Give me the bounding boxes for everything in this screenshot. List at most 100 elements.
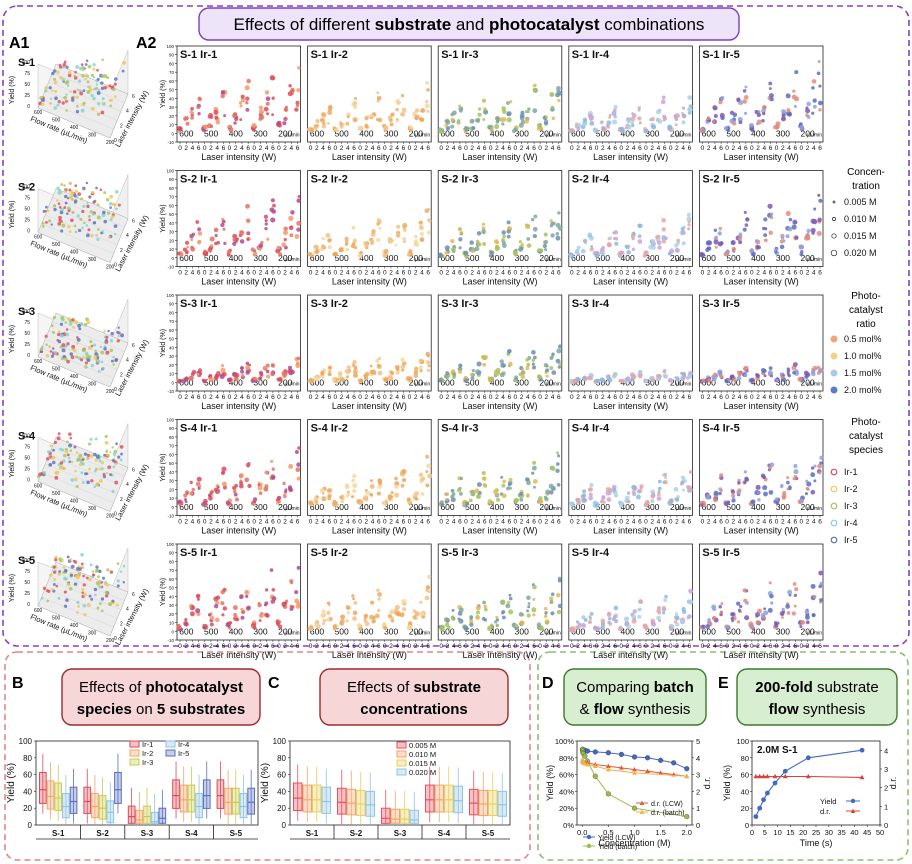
a1-point [108, 84, 112, 88]
a2-xtick-label: 6 [328, 145, 332, 152]
a2-flow-unit: µL/min [676, 506, 691, 512]
box-category-label: S-1 [52, 829, 65, 838]
a2-point [281, 242, 287, 248]
a2-point [519, 491, 524, 496]
a2-point [518, 240, 522, 244]
a2-xtick-label: 4 [477, 270, 481, 277]
a1-point [96, 203, 100, 207]
a2-point [358, 626, 363, 632]
a2-point [266, 112, 270, 116]
a2-point [191, 605, 195, 609]
a1-point [95, 233, 99, 237]
a2-point [608, 113, 612, 117]
a2-point [309, 252, 313, 256]
a2-point [661, 239, 667, 244]
a1-point [96, 359, 101, 364]
a2-point [619, 501, 625, 506]
a2-point [291, 605, 295, 609]
a2-xtick-label: 4 [607, 519, 611, 526]
a2-xtick-label: 0 [538, 270, 542, 277]
a2-point [620, 379, 624, 384]
a2-point [792, 362, 798, 367]
a2-point [791, 611, 797, 616]
header-title-box: Effects of different substrate and photo… [198, 7, 740, 41]
a2-point [257, 602, 262, 608]
a2-point [718, 226, 722, 231]
a1-point [120, 333, 125, 338]
a2-point [626, 499, 631, 504]
a1-point [77, 572, 82, 577]
box-b-legend-swatch [129, 758, 140, 766]
a2-point [213, 596, 219, 602]
a2-point [763, 238, 768, 243]
a2-point [282, 230, 289, 236]
a2-point [507, 480, 513, 486]
a2-xtick-label: 4 [812, 270, 816, 277]
a2-point [589, 376, 593, 381]
a1-point [78, 327, 82, 331]
a2-xtick-label: 6 [532, 519, 536, 526]
a2-xtick-label: 0 [277, 145, 281, 152]
a2-point [426, 88, 430, 92]
a1-point [46, 450, 51, 454]
panel-d-point [605, 763, 611, 768]
a2-subplot-label: S-2 Ir-1 [180, 174, 217, 186]
a2-point [477, 107, 482, 111]
a2-point [258, 370, 264, 376]
a1-point [74, 70, 77, 74]
a2-xtick-label: 2 [283, 519, 287, 526]
a2-point [680, 480, 685, 485]
a2-ytick-label: 10 [169, 621, 175, 626]
a2-point [768, 230, 773, 236]
a2-point [425, 360, 431, 365]
a1-point [38, 101, 42, 106]
a2-xtick-label: 2 [545, 270, 549, 277]
a1-point [109, 570, 114, 574]
a2-point [244, 85, 250, 91]
box-ytick-label: 100 [273, 737, 287, 746]
a2-xtick-label: 0 [538, 519, 542, 526]
a2-ytick-label: 20 [169, 114, 175, 119]
panel-e-ytick-label: 20 [741, 804, 749, 813]
a2-point [297, 195, 301, 199]
a2-ytick-label: -10 [167, 265, 174, 270]
a2-point [413, 242, 418, 247]
a1-point [116, 579, 120, 583]
a2-point [244, 477, 250, 483]
a2-xtick-label: 6 [222, 394, 226, 401]
a2-point [631, 374, 637, 379]
legend-conc-label: 0.020 M [844, 248, 877, 258]
a2-point [177, 251, 181, 256]
a1-point [94, 349, 97, 353]
a2-point [377, 370, 383, 376]
a2-point [438, 129, 443, 134]
a2-point [805, 108, 811, 114]
a2-xtick-label: 4 [713, 519, 717, 526]
a2-point [526, 595, 531, 601]
a1-point [74, 184, 78, 188]
a2-flow-group-label: 500 [335, 128, 349, 138]
a2-point [688, 470, 693, 474]
a2-point [220, 93, 225, 99]
a2-point [412, 111, 417, 116]
a2-point [550, 611, 555, 616]
a1-point [58, 465, 63, 470]
a2-point [335, 377, 339, 381]
a2-point [608, 236, 613, 241]
a1-point [92, 96, 96, 101]
a2-point [737, 236, 743, 241]
a2-xtick-label: 2 [495, 394, 499, 401]
a2-point [575, 377, 580, 383]
a2-point [533, 214, 538, 219]
a2-point [556, 85, 561, 91]
a1-point [104, 434, 108, 439]
a2-point [668, 498, 674, 504]
a1-flow-tick: 300 [88, 382, 97, 388]
a2-point [632, 231, 636, 235]
a1-laser-tick: 6 [132, 592, 135, 598]
a2-point [376, 237, 381, 243]
a2-flow-group-label: 300 [384, 502, 398, 512]
a2-point [638, 369, 643, 374]
a1-point [70, 355, 75, 360]
